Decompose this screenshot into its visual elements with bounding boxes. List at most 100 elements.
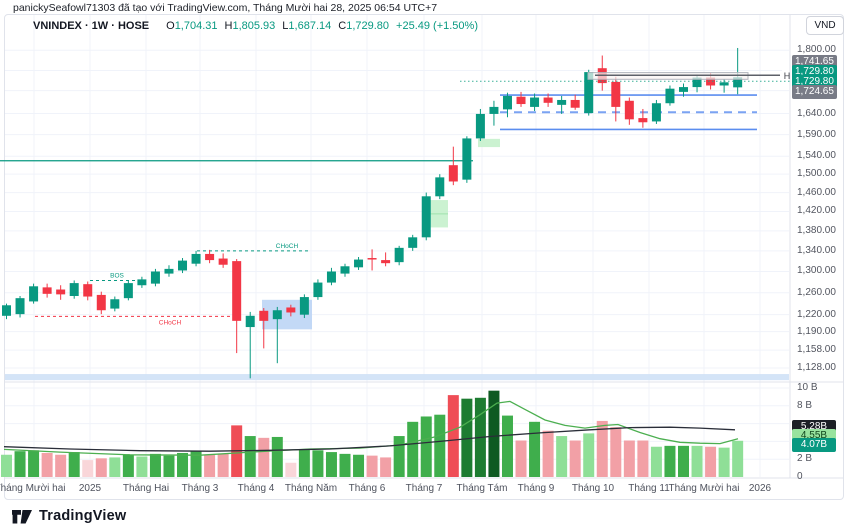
- candle-body: [245, 315, 255, 328]
- currency-toggle-button[interactable]: VND: [806, 16, 844, 35]
- price-tick-label: 1,340.00: [797, 244, 836, 256]
- volume-tick-label: 2 B: [797, 453, 813, 465]
- volume-bar: [488, 390, 500, 477]
- volume-bar: [623, 440, 635, 477]
- price-tick-label: 1,190.00: [797, 325, 836, 337]
- candle-body: [719, 82, 729, 86]
- candles: [2, 47, 743, 379]
- volume-bar: [596, 420, 608, 477]
- volume-bar: [190, 451, 202, 477]
- time-tick-label: Tháng Mười hai: [0, 483, 66, 494]
- candle-body: [516, 96, 526, 105]
- price-tick-label: 1,800.00: [797, 44, 836, 56]
- candle-body: [543, 97, 553, 103]
- volume-ma-green: [3, 400, 739, 456]
- candle-body: [530, 97, 540, 107]
- chart-card: [4, 14, 844, 500]
- low-value: 1,687.14: [288, 20, 332, 32]
- volume-bar: [28, 450, 40, 477]
- volume-bar: [149, 453, 161, 477]
- candle-body: [150, 271, 160, 284]
- candle-body: [123, 283, 133, 299]
- candle-body: [733, 77, 743, 88]
- volume-bar: [366, 455, 378, 477]
- candle-body: [29, 286, 39, 302]
- volume-bar: [177, 452, 189, 477]
- volume-bar: [285, 462, 297, 477]
- price-tick-label: 1,540.00: [797, 150, 836, 162]
- volume-bar: [393, 436, 405, 477]
- volume-bar: [14, 451, 26, 477]
- volume-bar: [732, 440, 744, 477]
- candle-body: [69, 283, 79, 296]
- candle-body: [679, 87, 688, 92]
- price-tick-label: 1,158.00: [797, 344, 836, 356]
- volume-bar: [434, 414, 446, 477]
- time-tick-label: Tháng 4: [237, 483, 275, 494]
- candle-body: [638, 118, 648, 123]
- candle-body: [205, 253, 215, 261]
- volume-bar: [41, 452, 53, 477]
- volume-bar: [68, 452, 80, 477]
- price-tick-label: 1,590.00: [797, 128, 836, 140]
- volume-bar: [664, 445, 676, 477]
- candle-body: [408, 237, 418, 248]
- brand-name: TradingView: [39, 507, 127, 524]
- volume-tick-label: 8 B: [797, 399, 813, 411]
- volume-bar: [82, 460, 94, 477]
- candle-body: [448, 165, 458, 182]
- low-label: L: [282, 20, 289, 32]
- time-tick-label: Tháng Tám: [456, 483, 508, 494]
- volume-bar: [556, 436, 568, 477]
- attribution-text: panickySeafowl71303 đã tạo với TradingVi…: [13, 2, 438, 14]
- candle-body: [475, 113, 485, 139]
- volume-bar: [95, 458, 107, 477]
- candle-body: [218, 258, 228, 265]
- volume-bar: [204, 454, 216, 477]
- volume-bar: [691, 445, 703, 477]
- volume-bar: [339, 453, 351, 477]
- candle-body: [624, 100, 634, 120]
- candle-body: [394, 247, 404, 263]
- volume-tick-label: 10 B: [797, 382, 818, 393]
- candle-body: [557, 99, 567, 105]
- smc-label: CHoCH: [276, 243, 299, 250]
- candle-body: [178, 260, 188, 271]
- volume-bar: [353, 454, 365, 477]
- candle-body: [286, 307, 296, 313]
- candle-body: [137, 279, 147, 286]
- candle-body: [651, 103, 661, 122]
- h-label-bg: [782, 69, 793, 82]
- change-value: +25.49 (+1.50%): [396, 20, 478, 32]
- candle-body: [313, 282, 323, 298]
- h-label: H: [784, 71, 791, 81]
- tradingview-logo-icon: [12, 510, 32, 524]
- price-tick-label: 1,640.00: [797, 107, 836, 119]
- volume-bar: [718, 447, 730, 477]
- candle-body: [96, 294, 106, 311]
- candle-body: [692, 77, 702, 88]
- symbol-title: VNINDEX · 1W · HOSE: [33, 20, 150, 32]
- symbol-legend: VNINDEX · 1W · HOSE O1,704.31 H1,805.93 L1,…: [33, 20, 478, 32]
- close-value: 1,729.80: [346, 20, 390, 32]
- volume-bar: [244, 436, 256, 477]
- time-tick-label: Tháng 9: [517, 483, 555, 494]
- candle-body: [326, 271, 336, 283]
- time-tick-label: Tháng 7: [405, 483, 443, 494]
- volume-bar: [650, 446, 662, 477]
- volume-bar: [122, 454, 134, 477]
- candle-body: [665, 88, 675, 104]
- price-tick-label: 1,500.00: [797, 168, 836, 180]
- price-tick-label: 1,128.00: [797, 362, 836, 373]
- volume-bar: [447, 395, 459, 477]
- support-band: [5, 374, 789, 381]
- volume-bar: [136, 456, 148, 477]
- volume-bar: [501, 415, 513, 477]
- candle-body: [56, 289, 66, 295]
- candle-body: [354, 259, 364, 268]
- volume-bar: [569, 440, 581, 477]
- candle-body: [2, 305, 11, 316]
- candle-body: [584, 72, 594, 114]
